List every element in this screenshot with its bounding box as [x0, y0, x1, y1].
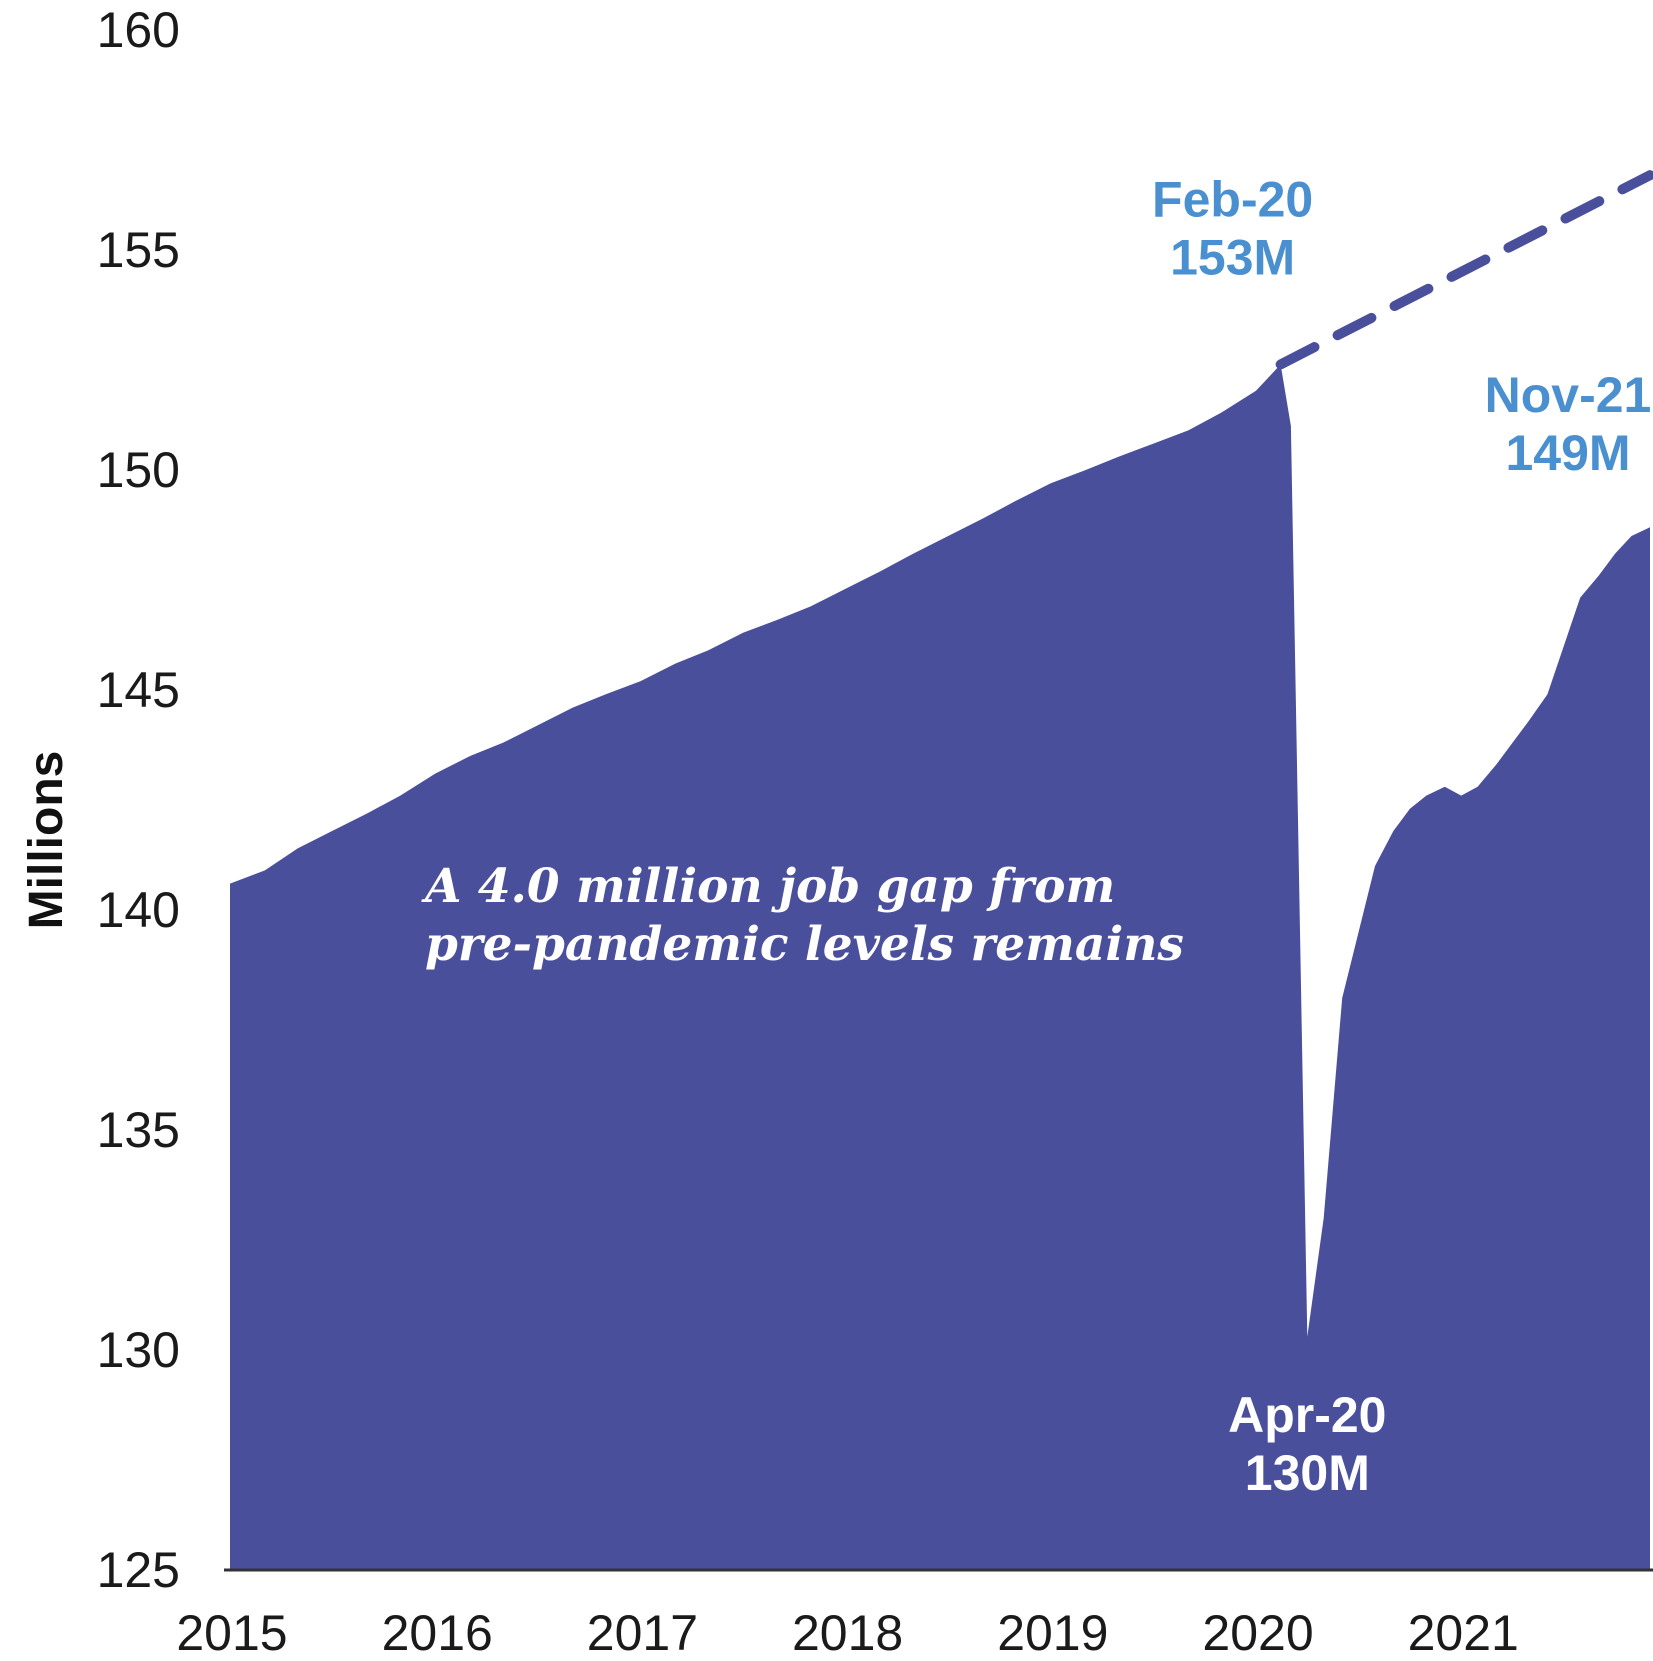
x-tick-label: 2015 [176, 1605, 287, 1661]
y-tick-label: 145 [97, 662, 180, 718]
trend-dashed-line [1275, 170, 1653, 370]
x-tick-label: 2016 [382, 1605, 493, 1661]
annotation-label: Apr-20 [1228, 1387, 1386, 1443]
annotation-label: Nov-21 [1485, 367, 1652, 423]
y-axis-label: Millions [20, 751, 73, 930]
y-tick-label: 130 [97, 1322, 180, 1378]
annotation-label: 153M [1170, 229, 1295, 285]
annotation-label: 149M [1505, 425, 1630, 481]
trend-layer [1275, 170, 1653, 370]
x-tick-label: 2019 [997, 1605, 1108, 1661]
x-tick-label: 2017 [587, 1605, 698, 1661]
area-layer [230, 364, 1650, 1570]
axis-layer: 125 130 135 140 145 150 155 160 2015 2016 2017 2018… [20, 2, 1653, 1661]
x-tick-label: 2018 [792, 1605, 903, 1661]
x-tick-label: 2020 [1202, 1605, 1313, 1661]
y-tick-label: 140 [97, 882, 180, 938]
y-tick-label: 135 [97, 1102, 180, 1158]
annotation-label: Feb-20 [1152, 171, 1313, 227]
employment-area [230, 364, 1650, 1570]
y-tick-label: 155 [97, 222, 180, 278]
y-tick-label: 150 [97, 442, 180, 498]
annotation-label: 130M [1245, 1445, 1370, 1501]
gap-note-text: pre-pandemic levels remains [425, 917, 1184, 972]
y-tick-label: 160 [97, 2, 180, 58]
gap-note-text: A 4.0 million job gap from [421, 859, 1115, 914]
x-tick-label: 2021 [1408, 1605, 1519, 1661]
y-tick-label: 125 [97, 1542, 180, 1598]
